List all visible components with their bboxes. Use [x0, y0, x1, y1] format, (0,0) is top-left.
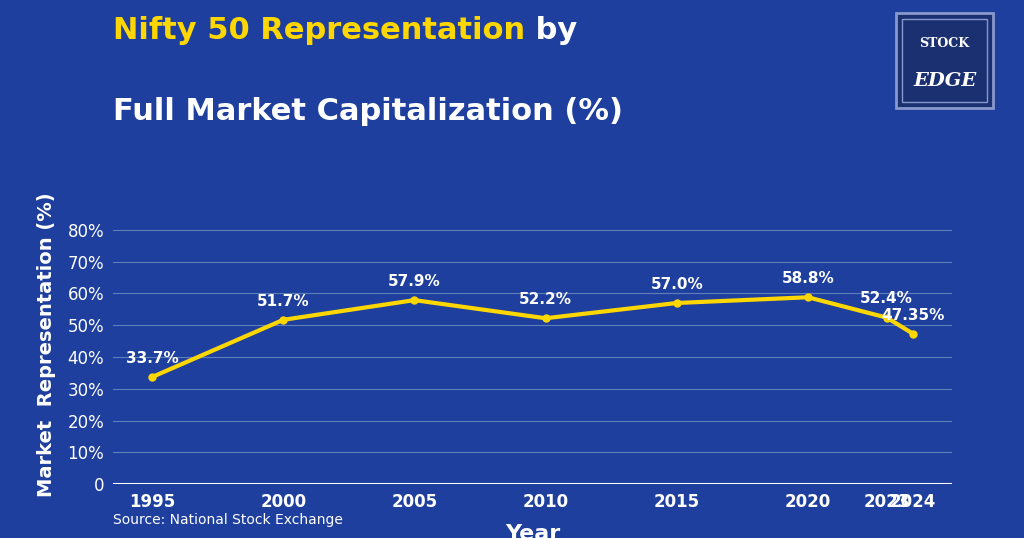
Text: EDGE: EDGE: [913, 72, 976, 90]
Text: Source: National Stock Exchange: Source: National Stock Exchange: [113, 513, 342, 527]
Text: 57.0%: 57.0%: [650, 277, 703, 292]
FancyBboxPatch shape: [896, 13, 993, 108]
Text: by: by: [524, 16, 577, 45]
Text: 58.8%: 58.8%: [781, 271, 835, 286]
Text: Nifty 50 Representation: Nifty 50 Representation: [113, 16, 524, 45]
Text: 57.9%: 57.9%: [388, 274, 440, 289]
Text: 51.7%: 51.7%: [257, 294, 309, 309]
FancyBboxPatch shape: [902, 19, 987, 102]
X-axis label: Year: Year: [505, 525, 560, 538]
Y-axis label: Market  Representation (%): Market Representation (%): [38, 192, 56, 497]
Text: 52.4%: 52.4%: [860, 292, 913, 307]
Text: 33.7%: 33.7%: [126, 351, 178, 366]
Text: 47.35%: 47.35%: [882, 308, 945, 323]
Text: Full Market Capitalization (%): Full Market Capitalization (%): [113, 97, 623, 126]
Text: 52.2%: 52.2%: [519, 292, 572, 307]
Text: STOCK: STOCK: [920, 37, 970, 50]
